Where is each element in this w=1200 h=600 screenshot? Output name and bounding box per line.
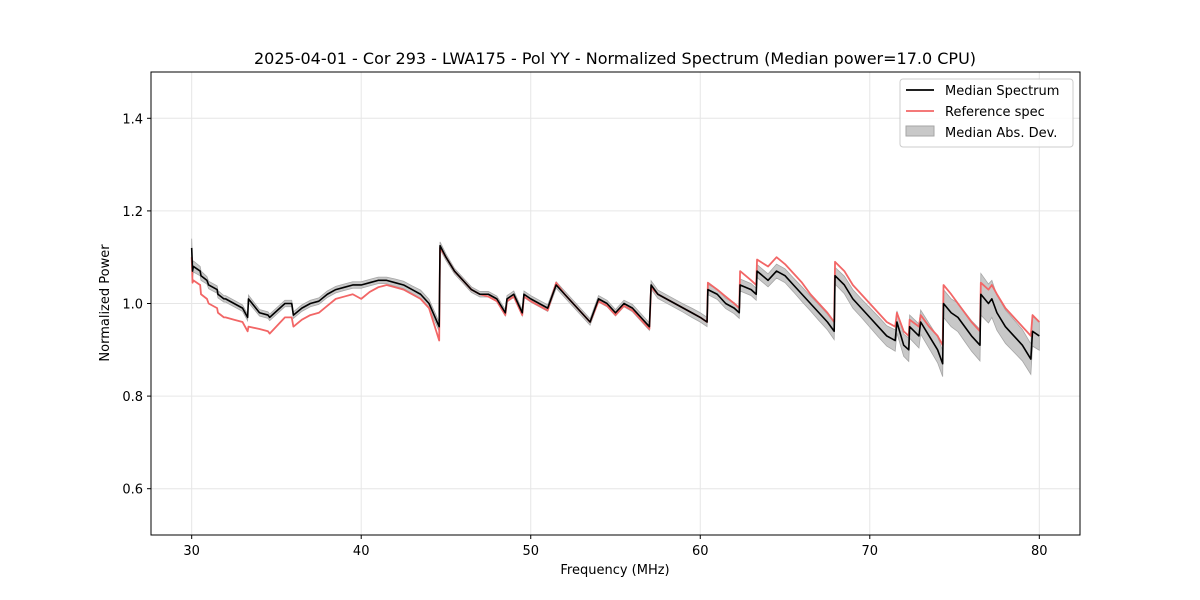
y-tick-label: 1.2 bbox=[122, 205, 143, 220]
y-tick-label: 1.0 bbox=[122, 298, 143, 313]
x-tick-label: 80 bbox=[1031, 544, 1048, 559]
x-tick-label: 40 bbox=[353, 544, 370, 559]
legend-band-swatch bbox=[905, 125, 935, 137]
median-series-layer bbox=[190, 244, 1040, 365]
axis-ticks: 30 40 50 60 70 80 0.6 0.8 1.0 1.2 1.4 bbox=[122, 112, 1047, 559]
x-axis-label: Frequency (MHz) bbox=[560, 563, 669, 578]
mad-band-layer bbox=[191, 238, 1040, 377]
median-spectrum-line bbox=[190, 244, 1040, 365]
legend-median-label: Median Spectrum bbox=[945, 84, 1059, 99]
mad-band bbox=[191, 238, 1040, 377]
x-tick-label: 70 bbox=[862, 544, 879, 559]
y-axis-label: Normalized Power bbox=[98, 244, 113, 362]
legend: Median Spectrum Reference spec Median Ab… bbox=[899, 78, 1074, 148]
y-tick-label: 1.4 bbox=[122, 112, 143, 127]
plot-frame bbox=[150, 71, 1081, 536]
x-tick-label: 30 bbox=[183, 544, 200, 559]
legend-band-label: Median Abs. Dev. bbox=[945, 126, 1057, 141]
legend-reference-label: Reference spec bbox=[945, 105, 1045, 120]
x-tick-label: 60 bbox=[692, 544, 709, 559]
chart-title: 2025-04-01 - Cor 293 - LWA175 - Pol YY -… bbox=[254, 49, 976, 68]
y-tick-label: 0.6 bbox=[122, 483, 143, 498]
x-tick-label: 50 bbox=[522, 544, 539, 559]
reference-spectrum-line bbox=[190, 247, 1040, 347]
y-tick-label: 0.8 bbox=[122, 390, 143, 405]
legend-box bbox=[899, 78, 1074, 148]
reference-series-layer bbox=[190, 247, 1040, 347]
